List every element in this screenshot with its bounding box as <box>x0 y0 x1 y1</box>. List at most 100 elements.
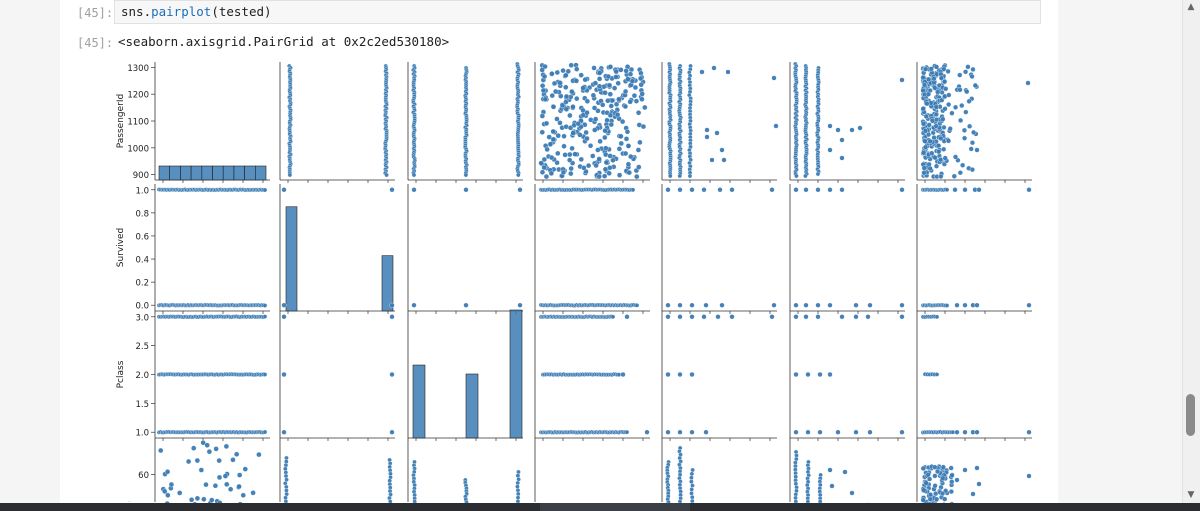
data-point <box>560 169 567 176</box>
data-point <box>168 481 175 488</box>
data-point <box>1026 429 1032 435</box>
data-point <box>607 153 613 159</box>
pairplot-grid: 1300 1200 1100 1000 900 PassengerId 1.0 0.8 0.6 0… <box>116 62 1032 502</box>
data-point <box>644 429 650 435</box>
data-point <box>616 146 623 152</box>
data-point <box>701 187 707 193</box>
y-axis-label: PassengerId <box>116 94 126 148</box>
data-point <box>596 83 603 89</box>
data-point <box>539 113 546 119</box>
data-point <box>165 492 171 498</box>
data-point <box>584 98 591 104</box>
subplot-r2-c5 <box>789 311 905 441</box>
data-point <box>938 173 944 180</box>
data-point <box>965 64 971 70</box>
data-point <box>829 483 835 489</box>
data-point <box>943 86 949 92</box>
data-point <box>771 75 777 81</box>
data-point <box>411 187 417 193</box>
data-point <box>635 110 642 116</box>
data-point <box>565 68 571 75</box>
data-point <box>690 467 695 473</box>
data-point <box>230 457 236 463</box>
data-point <box>948 465 954 471</box>
code-input[interactable]: sns.pairplot(tested) <box>114 0 1041 24</box>
subplot-r3-c1 <box>279 438 281 502</box>
subplot-r2-c1 <box>279 311 395 441</box>
data-point <box>1026 473 1032 479</box>
data-point <box>634 303 640 308</box>
subplot-r0-c1 <box>279 62 395 183</box>
data-point <box>689 371 695 378</box>
data-point <box>607 112 614 119</box>
data-point <box>580 85 586 91</box>
data-point <box>570 130 576 136</box>
data-point <box>610 157 616 163</box>
data-point <box>240 492 246 498</box>
data-point <box>933 163 940 169</box>
histogram-bar <box>255 165 267 181</box>
subplot-r0-c6 <box>916 62 1032 183</box>
data-point <box>952 187 958 193</box>
data-point <box>585 162 592 169</box>
data-point <box>158 447 164 454</box>
scrollbar-thumb[interactable] <box>1186 394 1195 436</box>
data-point <box>194 457 201 464</box>
data-point <box>934 468 941 475</box>
data-point <box>610 314 616 320</box>
subplot-r2-c2 <box>407 311 523 441</box>
data-point <box>665 187 671 193</box>
data-point <box>554 160 560 166</box>
data-point <box>709 157 715 163</box>
data-point <box>974 429 980 435</box>
data-point <box>817 429 823 435</box>
data-point <box>920 465 926 472</box>
data-point <box>933 111 939 117</box>
data-point <box>546 134 552 140</box>
histogram-bar <box>412 364 426 439</box>
data-point <box>578 156 584 163</box>
data-point <box>689 314 695 320</box>
data-point <box>689 494 695 500</box>
data-point <box>596 70 603 76</box>
data-point <box>549 92 555 99</box>
data-point <box>957 72 963 78</box>
data-point <box>563 93 570 100</box>
data-point <box>463 302 469 308</box>
data-point <box>925 91 932 97</box>
data-point <box>932 473 938 479</box>
data-point <box>942 155 948 161</box>
subplot-r1-c4 <box>661 184 777 314</box>
data-point <box>234 451 240 457</box>
chevron-up-icon[interactable]: ▲ <box>1187 2 1195 12</box>
data-point <box>962 302 968 308</box>
data-point <box>933 64 940 70</box>
data-point <box>921 150 927 156</box>
chevron-down-icon[interactable]: ▼ <box>1187 490 1195 500</box>
data-point <box>575 121 581 127</box>
data-point <box>542 63 548 70</box>
data-point <box>567 112 573 119</box>
data-point <box>194 495 201 502</box>
histogram-bar <box>285 206 298 312</box>
data-point <box>961 127 968 133</box>
output-prompt: [45]: <box>77 36 114 50</box>
data-point <box>946 101 952 108</box>
data-point <box>630 187 636 193</box>
data-point <box>515 473 521 478</box>
data-point <box>923 480 929 486</box>
data-point <box>967 123 973 129</box>
taskbar-active-window[interactable] <box>540 503 690 511</box>
data-point <box>384 172 389 178</box>
data-point <box>962 429 968 435</box>
data-point <box>853 314 859 320</box>
data-point <box>839 137 845 143</box>
data-point <box>960 162 966 168</box>
right-gutter <box>1058 0 1182 511</box>
vertical-scrollbar[interactable] <box>1182 0 1200 511</box>
data-point <box>555 150 561 157</box>
subplot-r1-c5 <box>789 184 905 314</box>
data-point <box>714 130 720 136</box>
data-point <box>929 150 935 156</box>
